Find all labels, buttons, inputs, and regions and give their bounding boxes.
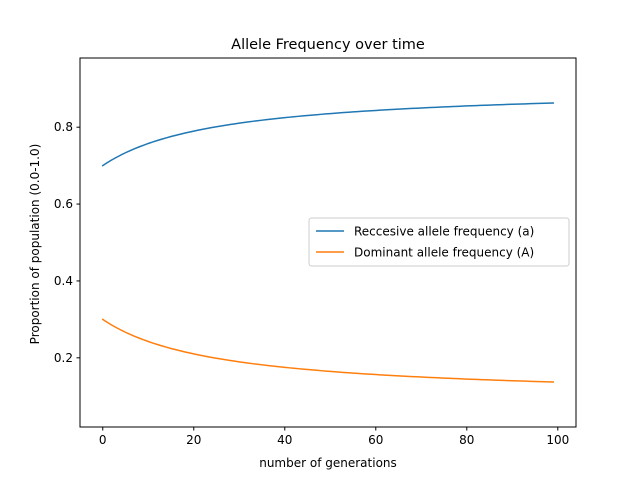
chart-title: Allele Frequency over time [231, 37, 425, 53]
x-axis-label: number of generations [259, 456, 397, 470]
x-tick-label: 80 [459, 433, 474, 447]
plot-area-frame [79, 57, 577, 428]
legend-box [308, 217, 570, 267]
x-tick-label: 40 [277, 433, 292, 447]
x-tick-label: 60 [368, 433, 383, 447]
y-tick-label: 0.8 [54, 120, 73, 134]
y-tick-label: 0.2 [54, 351, 73, 365]
legend: Reccesive allele frequency (a) Dominant a… [308, 217, 570, 267]
y-tick-label: 0.6 [54, 197, 73, 211]
x-tick-label: 20 [186, 433, 201, 447]
axis-ticks: 0 20 40 60 80 100 0.2 0.4 0.6 0.8 [54, 120, 569, 447]
series-line-0 [101, 102, 555, 167]
x-tick-label: 100 [546, 433, 569, 447]
y-tick-label: 0.4 [54, 274, 73, 288]
x-tick-label: 0 [99, 433, 107, 447]
series-line-1 [101, 318, 555, 383]
legend-label-1: Dominant allele frequency (A) [354, 246, 534, 260]
series-lines [101, 102, 555, 383]
y-axis-label: Proportion of population (0.0-1.0) [28, 144, 42, 345]
legend-label-0: Reccesive allele frequency (a) [354, 225, 534, 239]
